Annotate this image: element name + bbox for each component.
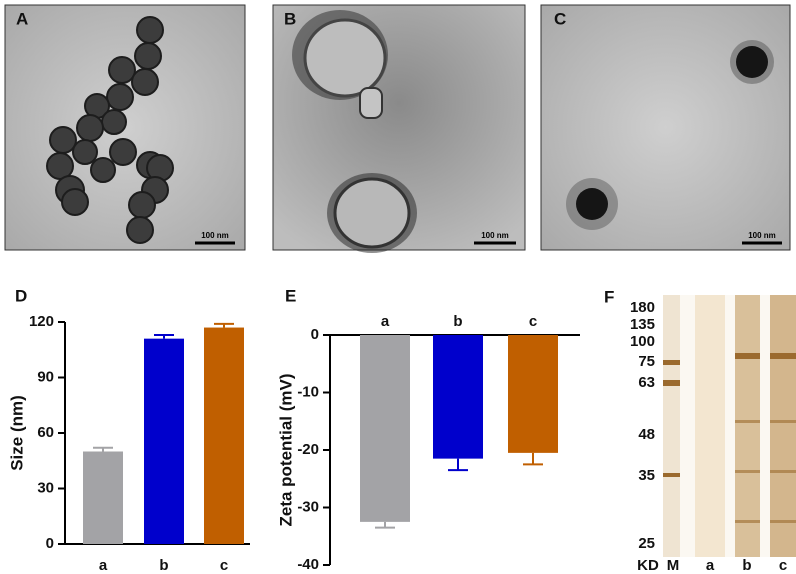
lane-label: M <box>667 557 680 574</box>
gel-marker-label: 75 <box>638 353 655 370</box>
bar <box>360 335 410 522</box>
y-tick-label: -30 <box>297 498 319 515</box>
gel-marker-label: 180 <box>630 299 655 316</box>
y-tick-label: 30 <box>37 479 54 496</box>
lane-label: b <box>742 557 751 574</box>
gel-marker-label: 35 <box>638 467 655 484</box>
scale-bar-label: 100 nm <box>748 231 776 240</box>
panel-label: D <box>15 286 27 305</box>
gel-marker-label: 48 <box>638 426 655 443</box>
y-axis-label: Zeta potential (mV) <box>276 373 295 526</box>
y-tick-label: 90 <box>37 368 54 385</box>
bar <box>204 327 244 544</box>
scale-bar-label: 100 nm <box>481 231 509 240</box>
bar <box>83 451 123 544</box>
panel-label: A <box>16 9 28 28</box>
x-tick-label: a <box>381 313 390 330</box>
gel-marker-label: 63 <box>638 374 655 391</box>
bar <box>508 335 558 453</box>
bar <box>433 335 483 459</box>
panel-label: C <box>554 9 566 28</box>
gel-unit: KD <box>637 557 659 574</box>
bar <box>144 338 184 544</box>
y-tick-label: 0 <box>46 535 54 552</box>
y-tick-label: 0 <box>311 326 319 343</box>
gel-marker-label: 135 <box>630 316 655 333</box>
y-tick-label: 60 <box>37 424 54 441</box>
gel-marker-label: 100 <box>630 333 655 350</box>
y-tick-label: -20 <box>297 441 319 458</box>
gel-marker-label: 25 <box>638 535 655 552</box>
tem-image-c <box>540 4 791 251</box>
scale-bar-label: 100 nm <box>201 231 229 240</box>
gel-image <box>663 295 796 557</box>
y-tick-label: 120 <box>29 313 54 330</box>
lane-label: a <box>706 557 715 574</box>
panel-label: F <box>604 287 614 306</box>
y-tick-label: -40 <box>297 556 319 573</box>
x-tick-label: b <box>453 313 462 330</box>
x-tick-label: c <box>220 557 228 574</box>
x-tick-label: c <box>529 313 537 330</box>
x-tick-label: a <box>99 557 108 574</box>
x-tick-label: b <box>159 557 168 574</box>
tem-image-a <box>4 4 246 251</box>
panel-label: E <box>285 286 296 305</box>
y-axis-label: Size (nm) <box>7 395 26 471</box>
panel-label: B <box>284 9 296 28</box>
y-tick-label: -10 <box>297 383 319 400</box>
lane-label: c <box>779 557 787 574</box>
tem-image-b <box>272 4 526 253</box>
